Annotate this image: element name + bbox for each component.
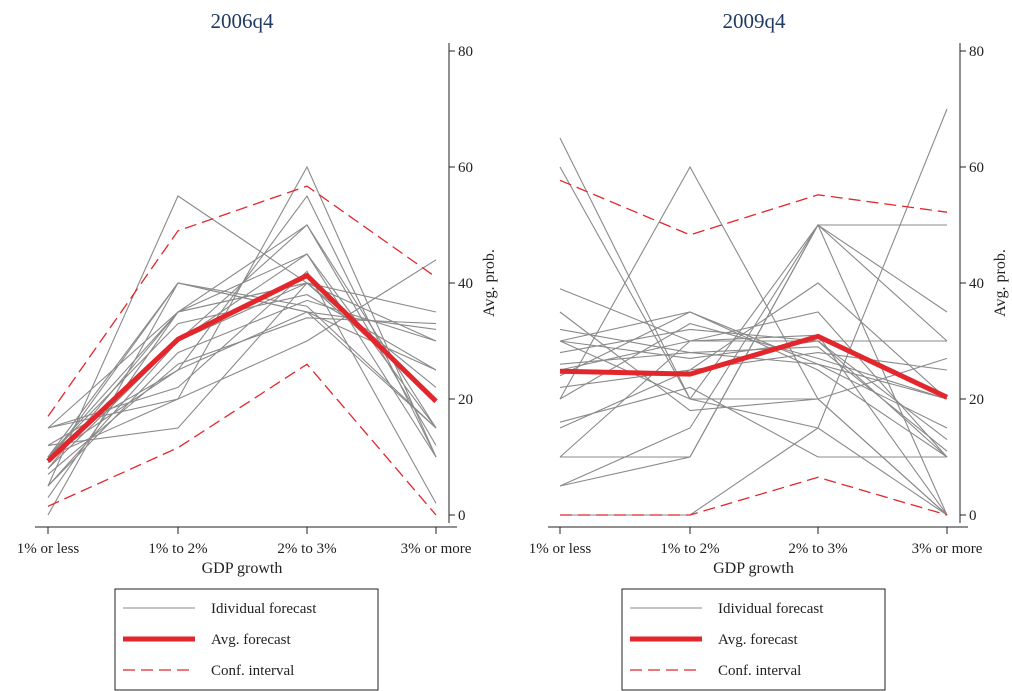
- legend-average-label: Avg. forecast: [211, 632, 292, 648]
- individual-forecast-line: [559, 328, 948, 452]
- avg-forecast-line: [46, 273, 438, 463]
- x-tick-label: 3% or more: [401, 541, 472, 557]
- y-axis-label: Avg. prob.: [481, 249, 498, 317]
- x-axis-label: GDP growth: [202, 560, 283, 577]
- conf-interval-line: [47, 185, 437, 417]
- legend-interval-label: Conf. interval: [211, 663, 294, 679]
- conf-interval-line: [47, 363, 437, 516]
- individual-forecast-line: [559, 224, 948, 487]
- y-tick-label: 0: [458, 508, 466, 524]
- individual-forecast-line: [559, 352, 948, 400]
- legend: Idividual forecast Avg. forecast Conf. int…: [621, 588, 886, 691]
- legend: Idividual forecast Avg. forecast Conf. int…: [114, 588, 379, 691]
- y-tick-label: 60: [969, 160, 984, 176]
- x-tick-label: 3% or more: [912, 541, 983, 557]
- legend-interval-label: Conf. interval: [718, 663, 801, 679]
- individual-forecast-line: [559, 352, 948, 388]
- panel-2006q4: 2006q4 0 20 40 60 80 Avg. prob. 1% or less 1% to…: [17, 9, 498, 691]
- individual-forecast-line: [559, 311, 948, 412]
- chart-title: 2009q4: [723, 9, 787, 33]
- individual-forecast-line: [47, 299, 437, 487]
- y-tick-label: 20: [969, 392, 984, 408]
- x-tick-label: 1% or less: [529, 541, 592, 557]
- individual-forecast-line: [47, 270, 437, 504]
- legend-individual-label: Idividual forecast: [718, 601, 824, 617]
- y-tick-label: 60: [458, 160, 473, 176]
- y-tick-label: 80: [458, 44, 473, 60]
- y-tick-label: 40: [969, 276, 984, 292]
- individual-forecast-line: [47, 282, 437, 446]
- x-tick-label: 1% to 2%: [660, 541, 719, 557]
- conf-interval-line: [559, 179, 948, 236]
- individual-forecast-line: [559, 311, 948, 429]
- individual-forecast-line: [47, 224, 437, 498]
- y-tick-label: 0: [969, 508, 977, 524]
- avg-forecast-line: [559, 333, 949, 400]
- y-axis-label: Avg. prob.: [992, 249, 1009, 317]
- conf-interval-line: [560, 476, 948, 516]
- individual-forecast-line: [47, 282, 437, 464]
- y-tick-label: 40: [458, 276, 473, 292]
- x-tick-label: 1% or less: [17, 541, 80, 557]
- individual-forecast-line: [559, 386, 947, 458]
- individual-forecast-line: [47, 194, 437, 458]
- x-tick-label: 2% to 3%: [788, 541, 847, 557]
- individual-forecast-line: [47, 259, 437, 458]
- individual-forecast-line: [47, 317, 437, 475]
- x-axis-label: GDP growth: [713, 560, 794, 577]
- y-tick-label: 80: [969, 44, 984, 60]
- x-tick-label: 1% to 2%: [148, 541, 207, 557]
- individual-forecast-line: [559, 223, 948, 516]
- individual-forecast-line: [559, 137, 948, 516]
- legend-individual-label: Idividual forecast: [211, 601, 317, 617]
- legend-average-label: Avg. forecast: [718, 632, 799, 648]
- panel-2009q4: 2009q4 0 20 40 60 80 Avg. prob. 1% or less 1% to…: [529, 9, 1009, 691]
- chart-title: 2006q4: [211, 9, 275, 33]
- y-tick-label: 20: [458, 392, 473, 408]
- x-tick-label: 2% to 3%: [277, 541, 336, 557]
